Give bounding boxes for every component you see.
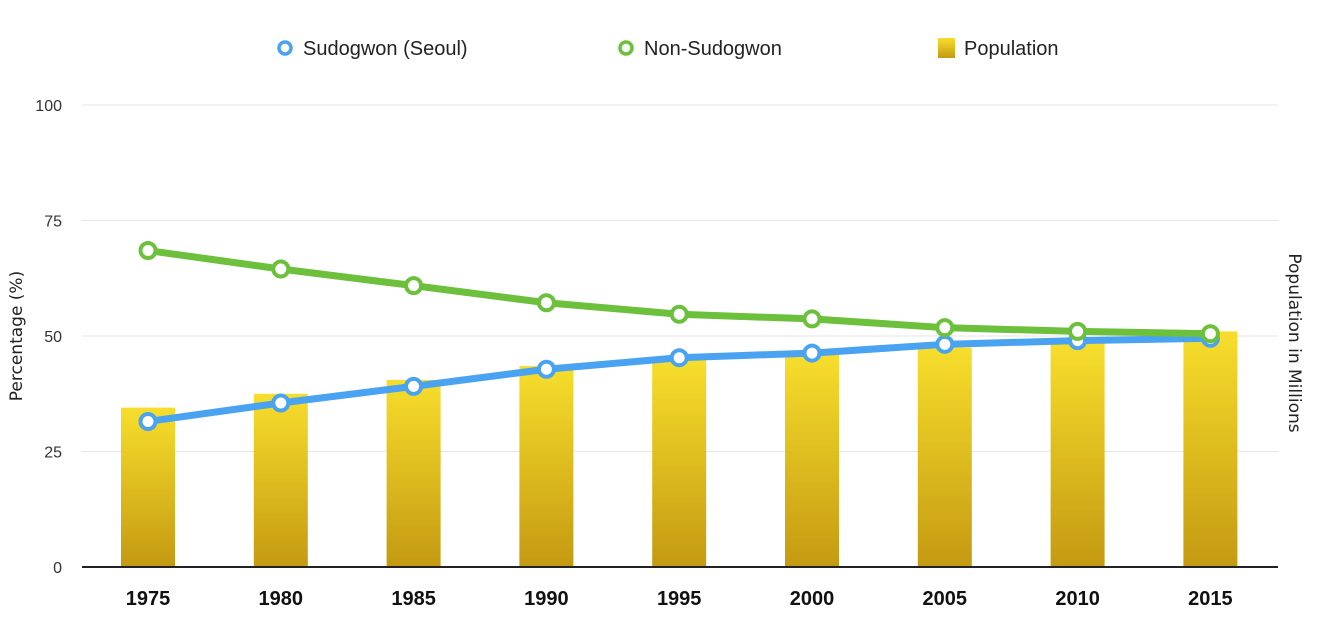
population-bar-2000 [785,354,839,567]
line-layer [138,241,1220,431]
y-axis-left-title: Percentage (%) [7,271,27,401]
x-tick-label: 2010 [1055,588,1100,610]
x-tick-label: 2000 [790,588,835,610]
population-bar-1995 [652,359,707,567]
y-tick-label: 50 [44,329,62,346]
sudogwon-seoul-point-1975[interactable] [138,411,158,431]
population-bar-2005 [917,347,972,567]
non-sudogwon-point-2010[interactable] [1068,321,1088,341]
legend-bar-swatch-icon [938,38,955,58]
sudogwon-seoul-point-1980[interactable] [271,393,291,413]
non-sudogwon-point-1975[interactable] [138,241,158,261]
legend-label: Non-Sudogwon [644,38,782,60]
sudogwon-seoul-point-2005[interactable] [935,334,955,354]
y-tick-label: 25 [44,445,62,462]
x-tick-label: 1975 [126,588,171,610]
non-sudogwon-point-1990[interactable] [536,293,556,313]
population-bar-1975 [121,407,175,567]
x-tick-label: 1990 [524,588,569,610]
x-tick-label: 2015 [1188,588,1233,610]
legend-item-population[interactable]: Population [938,38,1059,60]
sudogwon-seoul-point-2000[interactable] [802,343,822,363]
x-tick-label: 2005 [923,588,968,610]
y-tick-label: 100 [35,98,62,115]
sudogwon-seoul-point-1985[interactable] [404,376,424,396]
x-tick-label: 1995 [657,588,702,610]
legend-marker-icon [618,40,634,56]
bar-layer [121,331,1238,567]
y-axis-right-title: Population in Millions [1284,253,1304,432]
legend-marker-icon [277,40,293,56]
non-sudogwon-point-1980[interactable] [271,259,291,279]
population-bar-1980 [253,393,308,567]
y-tick-label: 0 [53,560,62,577]
population-bar-2015 [1183,331,1238,567]
legend-item-sudogwon-seoul[interactable]: Sudogwon (Seoul) [277,38,468,60]
axis-layer: 0 25 50 75 100 1975 1980 1985 1990 1995 2000 2005 20… [7,98,1304,610]
y-tick-label: 75 [44,214,62,231]
sudogwon-seoul-point-1995[interactable] [669,348,689,368]
population-bar-1990 [519,366,574,567]
x-tick-label: 1985 [391,588,436,610]
non-sudogwon-point-2005[interactable] [935,318,955,338]
legend-label: Sudogwon (Seoul) [303,38,468,60]
x-tick-label: 1980 [259,588,304,610]
non-sudogwon-point-1995[interactable] [669,304,689,324]
non-sudogwon-point-2015[interactable] [1200,324,1220,344]
non-sudogwon-point-1985[interactable] [404,276,424,296]
legend-label: Population [964,38,1059,60]
population-bar-2010 [1050,342,1105,567]
legend-item-non-sudogwon[interactable]: Non-Sudogwon [618,38,782,60]
non-sudogwon-point-2000[interactable] [802,309,822,329]
population-bar-1985 [386,379,441,567]
legend: Sudogwon (Seoul) Non-Sudogwon Population [277,38,1059,60]
sudogwon-seoul-point-1990[interactable] [536,359,556,379]
